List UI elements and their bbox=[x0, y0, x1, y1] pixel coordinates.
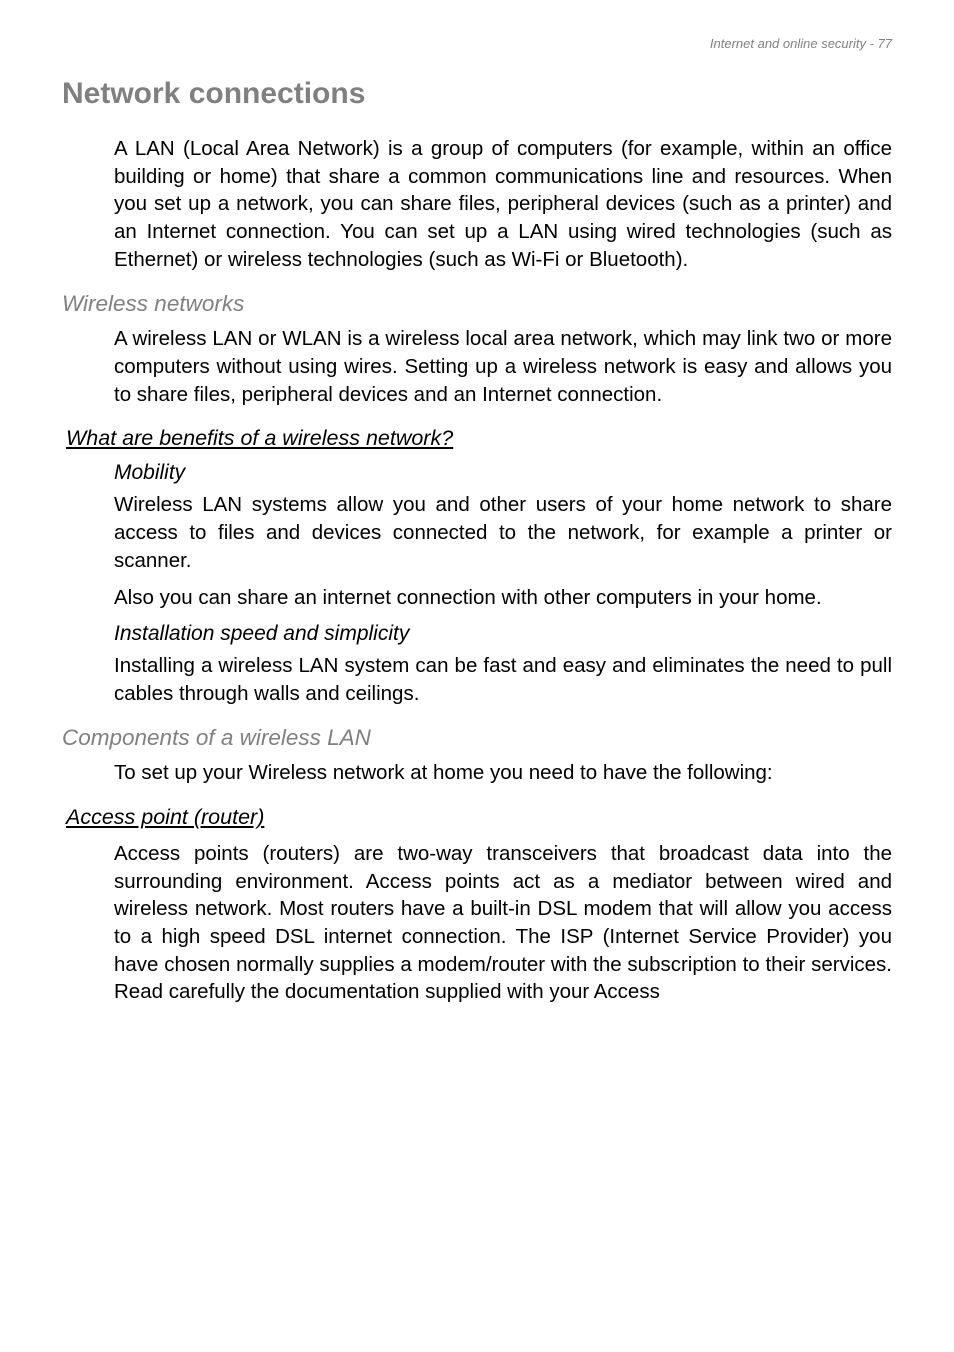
paragraph-components-intro: To set up your Wireless network at home … bbox=[114, 759, 892, 787]
heading-access-point: Access point (router) bbox=[66, 805, 892, 830]
paragraph-installation: Installing a wireless LAN system can be … bbox=[114, 652, 892, 707]
paragraph-share-internet: Also you can share an internet connectio… bbox=[114, 584, 892, 612]
paragraph-lan-intro: A LAN (Local Area Network) is a group of… bbox=[114, 135, 892, 273]
section-title: Network connections bbox=[62, 77, 892, 111]
paragraph-wlan-intro: A wireless LAN or WLAN is a wireless loc… bbox=[114, 325, 892, 408]
heading-mobility: Mobility bbox=[114, 461, 892, 485]
subsection-components: Components of a wireless LAN bbox=[62, 725, 892, 751]
heading-installation: Installation speed and simplicity bbox=[114, 622, 892, 646]
paragraph-mobility: Wireless LAN systems allow you and other… bbox=[114, 491, 892, 574]
subsection-wireless-networks: Wireless networks bbox=[62, 291, 892, 317]
paragraph-access-point: Access points (routers) are two-way tran… bbox=[114, 840, 892, 1006]
page-header: Internet and online security - 77 bbox=[62, 36, 892, 51]
heading-benefits: What are benefits of a wireless network? bbox=[66, 426, 892, 451]
